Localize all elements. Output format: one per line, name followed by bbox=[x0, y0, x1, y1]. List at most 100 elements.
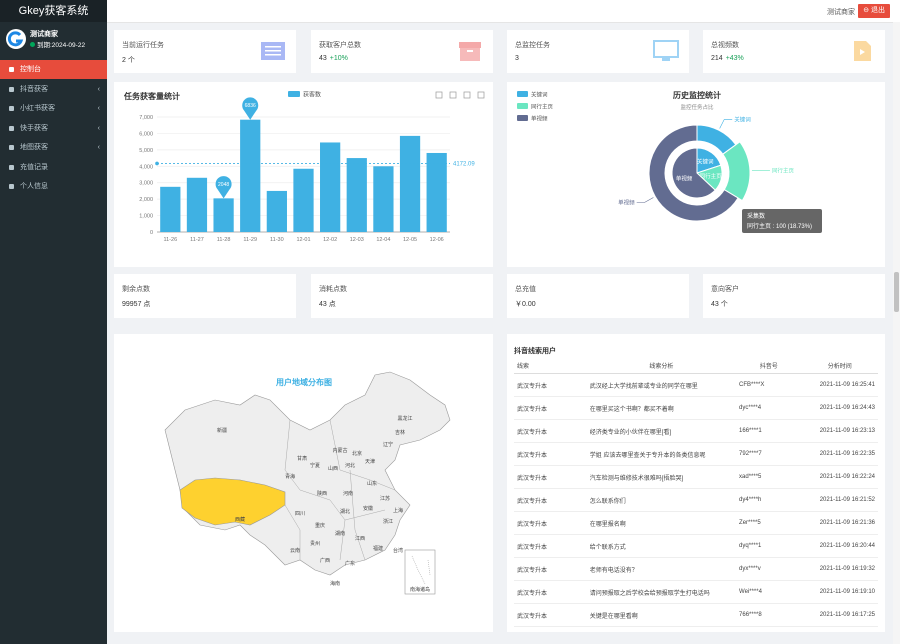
expiry-text: 到期:2024-09-22 bbox=[37, 42, 86, 49]
user-name: 测试商家 bbox=[30, 31, 58, 38]
y-tick-label: 6,000 bbox=[139, 131, 153, 137]
header-user[interactable]: 测试商家 bbox=[827, 9, 855, 16]
legend-swatch bbox=[517, 91, 528, 97]
menu-icon bbox=[9, 67, 14, 72]
bar bbox=[346, 158, 367, 232]
menu-item[interactable]: 控制台 bbox=[0, 60, 107, 79]
table-row: 武汉专升本 在哪里买这个书啊？都买不着啊 dyc****4 2021-11-09 16… bbox=[514, 396, 878, 420]
menu-item[interactable]: 个人信息 bbox=[0, 177, 107, 196]
province-label: 福建 bbox=[373, 545, 383, 552]
stat-card: 总监控任务 3 bbox=[507, 30, 689, 73]
x-tick-label: 12-06 bbox=[430, 237, 444, 243]
map-title: 用户地域分布图 bbox=[275, 377, 332, 387]
table-cell: 2021-11-09 16:25:41 bbox=[801, 373, 878, 397]
card-label: 当前运行任务 bbox=[122, 42, 164, 49]
menu-label[interactable]: 控制台 bbox=[20, 66, 41, 73]
menu-arrow: ‹ bbox=[97, 105, 100, 112]
legend-swatch bbox=[288, 91, 300, 97]
table-cell: 2021-11-09 16:24:43 bbox=[801, 396, 878, 420]
menu-item[interactable]: 地图获客 ‹ bbox=[0, 138, 107, 157]
column-header: 分析时间 bbox=[801, 358, 878, 374]
pie-label: 关键词 bbox=[697, 158, 714, 166]
icon-line bbox=[662, 58, 670, 61]
scroll-thumb[interactable] bbox=[894, 272, 899, 312]
sidebar: Gkey获客系统 测试商家 到期:2024-09-22 控制台 抖音获客 ‹ 小红书获… bbox=[0, 0, 107, 644]
x-tick-label: 11-26 bbox=[163, 237, 177, 243]
y-tick-label: 2,000 bbox=[139, 197, 153, 203]
table-panel: 抖音线索用户 线索 线索分析 抖音号 分析时间 武汉专升本 武汉经上大学找前辈或专业的同… bbox=[507, 334, 885, 632]
card-label: 总视频数 bbox=[711, 42, 739, 49]
table-cell: 2021-11-09 16:22:35 bbox=[801, 442, 878, 466]
bar bbox=[426, 152, 447, 232]
pie-panel: 历史监控统计 监控任务占比 关键词 同行主页 单视频 关键词 同行主页 单视频 关键词 同行主页单… bbox=[507, 82, 885, 267]
column-header: 线索分析 bbox=[586, 358, 737, 374]
card-change: +43% bbox=[725, 55, 744, 62]
menu-item[interactable]: 抖音获客 ‹ bbox=[0, 80, 107, 99]
province-label: 新疆 bbox=[217, 427, 227, 434]
province-label: 内蒙古 bbox=[332, 447, 347, 454]
table-cell: Zer****5 bbox=[736, 511, 802, 535]
card-value: 99957 点 bbox=[122, 299, 150, 309]
menu-item[interactable]: 快手获客 ‹ bbox=[0, 119, 107, 138]
table-cell: 2021-11-09 16:17:25 bbox=[801, 603, 878, 627]
table-cell: 学姐 应该去哪里查关于专升本的各类信息呢 bbox=[586, 442, 737, 466]
scrollbar[interactable] bbox=[893, 22, 900, 644]
avatar bbox=[6, 29, 26, 49]
table-wrap: 线索 线索分析 抖音号 分析时间 武汉专升本 武汉经上大学找前辈或专业的同学在哪里 CFB… bbox=[514, 358, 878, 627]
menu-item[interactable]: 充值记录 bbox=[0, 158, 107, 177]
y-tick-label: 5,000 bbox=[139, 148, 153, 154]
table-cell: 2021-11-09 16:21:36 bbox=[801, 511, 878, 535]
stat-card: 总视频数 214 +43% bbox=[703, 30, 885, 73]
ring-label: 同行主页 bbox=[772, 166, 795, 174]
table-header: 线索 线索分析 抖音号 分析时间 bbox=[514, 358, 878, 374]
bar bbox=[320, 142, 341, 232]
table-cell: 武汉经上大学找前辈或专业的同学在哪里 bbox=[586, 373, 737, 397]
menu-item[interactable]: 小红书获客 ‹ bbox=[0, 99, 107, 118]
column-header: 抖音号 bbox=[736, 358, 802, 374]
table-cell: 在哪里买这个书啊？都买不着啊 bbox=[586, 396, 737, 420]
menu-label[interactable]: 小红书获客 bbox=[20, 105, 55, 112]
pie-label: 同行主页 bbox=[700, 172, 723, 180]
table-cell: 武汉专升本 bbox=[514, 557, 587, 581]
logout-button[interactable]: ⊖ 退出 bbox=[858, 4, 890, 18]
bar-chart: 任务获客量统计 获客数 0 1,000 2,000 3,000 4,000 5,000 6,00… bbox=[123, 91, 485, 243]
table-cell: 武汉专升本 bbox=[514, 534, 587, 558]
table-cell: 武汉专升本 bbox=[514, 603, 587, 627]
menu-label[interactable]: 个人信息 bbox=[20, 183, 48, 190]
ring-label: 单视频 bbox=[618, 198, 635, 206]
table-cell: 武汉专升本 bbox=[514, 442, 587, 466]
menu-label[interactable]: 快手获客 bbox=[20, 124, 48, 132]
card-number: 2 个 bbox=[122, 57, 135, 64]
bar bbox=[160, 186, 181, 232]
toolbox-icon bbox=[477, 91, 485, 99]
x-tick-label: 11-30 bbox=[270, 237, 284, 243]
card-label: 总充值 bbox=[515, 286, 536, 293]
table-cell: CFB****X bbox=[736, 373, 802, 397]
menu-label[interactable]: 抖音获客 bbox=[20, 85, 48, 93]
bar bbox=[240, 119, 261, 232]
logout-text[interactable]: 退出 bbox=[871, 7, 885, 14]
stat-card: 消耗点数 43 点 bbox=[311, 274, 493, 318]
province-label: 云南 bbox=[290, 547, 300, 554]
province-label: 辽宁 bbox=[383, 441, 393, 448]
ring-segment bbox=[648, 124, 739, 222]
menu-icon bbox=[9, 164, 14, 170]
table-cell: 2021-11-09 16:19:32 bbox=[801, 557, 878, 581]
bar-panel: 任务获客量统计 获客数 0 1,000 2,000 3,000 4,000 5,000 6,00… bbox=[114, 82, 493, 267]
table-row: 武汉专升本 经济类专业的小伙伴在哪里[看] 166****1 2021-11-09 1… bbox=[514, 419, 878, 443]
card-number: 43 个 bbox=[711, 301, 728, 308]
y-tick-label: 7,000 bbox=[139, 115, 153, 121]
table-cell: dy4****h bbox=[736, 488, 802, 512]
card-change: +10% bbox=[329, 55, 348, 62]
menu-label[interactable]: 地图获客 bbox=[20, 144, 48, 151]
province-label: 甘肃 bbox=[297, 455, 307, 462]
icon-line bbox=[467, 50, 473, 52]
card-icon bbox=[459, 42, 481, 61]
menu-label[interactable]: 充值记录 bbox=[20, 163, 48, 171]
pin-label: 2048 bbox=[218, 182, 229, 188]
province-label: 宁夏 bbox=[310, 462, 320, 469]
table-cell: 766****8 bbox=[736, 603, 802, 627]
